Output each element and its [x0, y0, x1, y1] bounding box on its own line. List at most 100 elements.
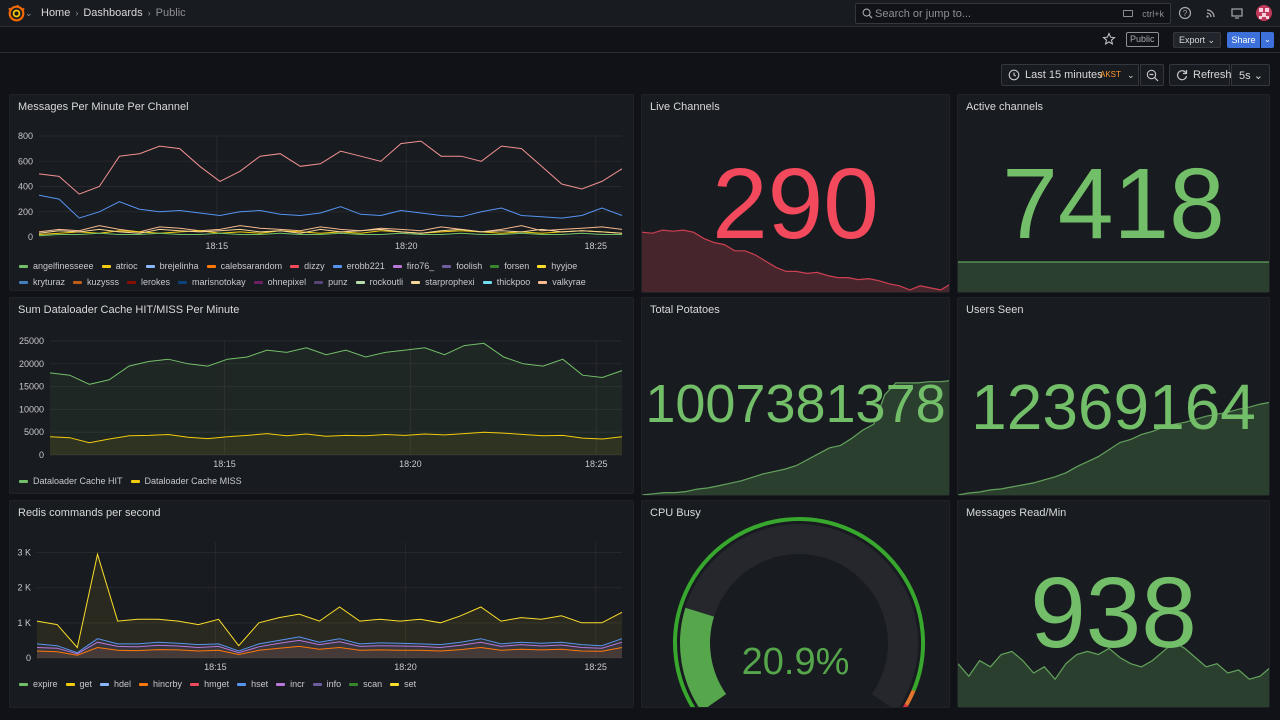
- legend-item[interactable]: set: [390, 679, 416, 689]
- dataloader-cache-chart[interactable]: 0 5000 10000 15000 20000 25000 18:15 18:20 18:25: [10, 298, 634, 473]
- legend-swatch: [127, 281, 137, 285]
- stat-value: 7418: [1002, 148, 1225, 260]
- time-range-picker[interactable]: Last 15 minutes AKST ⌄: [1001, 64, 1139, 86]
- legend-swatch: [19, 265, 28, 269]
- refresh-button[interactable]: Refresh: [1169, 64, 1232, 86]
- legend-label: kuzysss: [87, 277, 120, 287]
- legend-item[interactable]: starprophexi: [411, 274, 475, 290]
- panel-title: Messages Per Minute Per Channel: [18, 101, 189, 113]
- legend-item[interactable]: firo76_: [392, 258, 434, 274]
- legend-item[interactable]: kuzysss: [73, 274, 119, 290]
- legend-item[interactable]: hyyjoe: [537, 258, 577, 274]
- sparkline-area: [958, 262, 1269, 292]
- legend-item[interactable]: rockoutli: [355, 274, 404, 290]
- legend-swatch: [390, 683, 400, 687]
- legend-item[interactable]: punz: [314, 274, 348, 290]
- legend-item[interactable]: marisnotokay: [178, 274, 246, 290]
- share-button[interactable]: Share: [1227, 32, 1260, 48]
- active-channels-sparkline: [958, 261, 1269, 292]
- public-badge: Public: [1126, 32, 1159, 47]
- legend-label: angelfinesseee: [33, 261, 94, 271]
- search-shortcut: ctrl+k: [1142, 9, 1164, 19]
- gauge-threshold-green: [673, 517, 926, 707]
- messages-per-minute-chart[interactable]: 0 200 400 600 800 18:15 18:20 18:25: [10, 95, 634, 255]
- legend-swatch: [139, 683, 149, 687]
- x-tick-label: 18:15: [204, 662, 227, 672]
- users-seen-sparkline: [958, 401, 1269, 495]
- legend-label: incr: [290, 679, 305, 689]
- redis-commands-chart[interactable]: 0 1 K 2 K 3 K 18:15 18:20 18:25: [10, 501, 634, 676]
- share-dropdown-chevron-icon[interactable]: ⌄: [1261, 32, 1274, 48]
- legend-item[interactable]: angelfinesseee: [19, 258, 94, 274]
- star-icon[interactable]: [1102, 32, 1116, 46]
- sparkline-area: [958, 402, 1269, 495]
- legend-item[interactable]: Dataloader Cache MISS: [130, 476, 242, 486]
- legend-item[interactable]: lerokes: [127, 274, 170, 290]
- sparkline-line: [958, 401, 1269, 495]
- legend-item[interactable]: ohnepixel: [253, 274, 306, 290]
- legend-label: kryturaz: [33, 277, 66, 287]
- legend-item[interactable]: valkyrae: [538, 274, 586, 290]
- legend-item[interactable]: thickpoo: [482, 274, 530, 290]
- sparkline-line: [642, 380, 949, 495]
- legend-item[interactable]: xqc: [19, 290, 47, 291]
- legend-item[interactable]: foolish: [442, 258, 482, 274]
- panel-title: Total Potatoes: [650, 304, 720, 316]
- legend-item[interactable]: Dataloader Cache HIT: [19, 476, 123, 486]
- breadcrumb-home[interactable]: Home: [41, 7, 71, 19]
- y-tick-label: 10000: [19, 404, 44, 414]
- zoom-out-button[interactable]: [1140, 64, 1164, 86]
- panel-active-channels: Active channels 7418: [957, 94, 1270, 293]
- series-line: [49, 342, 623, 385]
- help-icon[interactable]: ?: [1178, 6, 1192, 20]
- legend-swatch: [130, 480, 140, 484]
- panel-total-potatoes: Total Potatoes 1007381378: [641, 297, 950, 496]
- legend-label: hset: [251, 679, 269, 689]
- stat-value: 938: [1030, 557, 1197, 669]
- legend-item[interactable]: incr: [276, 679, 305, 689]
- legend-item[interactable]: calebsarandom: [206, 258, 282, 274]
- gauge-threshold-red: [902, 703, 909, 707]
- grafana-logo-icon[interactable]: [8, 5, 25, 22]
- sparkline-line: [642, 229, 949, 291]
- x-tick-label: 18:15: [206, 241, 229, 251]
- export-label: Export: [1179, 35, 1206, 45]
- legend-label: scan: [363, 679, 383, 689]
- y-tick-label: 15000: [19, 382, 44, 392]
- legend-item[interactable]: atrioc: [101, 258, 138, 274]
- export-button[interactable]: Export ⌄: [1173, 32, 1221, 48]
- legend-item[interactable]: hdel: [100, 679, 131, 689]
- legend-item[interactable]: forsen: [490, 258, 529, 274]
- legend-item[interactable]: hmget: [190, 679, 229, 689]
- legend-item[interactable]: hincrby: [139, 679, 182, 689]
- y-tick-label: 600: [18, 156, 33, 166]
- breadcrumb-dashboards[interactable]: Dashboards: [83, 7, 143, 19]
- user-avatar[interactable]: [1256, 5, 1272, 21]
- legend-item[interactable]: scan: [349, 679, 382, 689]
- clock-icon: [1008, 69, 1020, 81]
- legend-swatch: [482, 281, 492, 285]
- y-tick-label: 800: [18, 131, 33, 141]
- legend-label: rockoutli: [369, 277, 404, 287]
- series-line: [38, 232, 622, 237]
- legend-item[interactable]: dizzy: [290, 258, 325, 274]
- legend-item[interactable]: hset: [237, 679, 268, 689]
- legend-item[interactable]: erobb221: [332, 258, 385, 274]
- y-tick-label: 0: [39, 450, 44, 460]
- search-input[interactable]: Search or jump to... ctrl+k: [855, 3, 1171, 24]
- chevron-down-icon[interactable]: ⌄: [25, 8, 33, 18]
- breadcrumb-current: Public: [155, 7, 186, 19]
- legend-swatch: [65, 683, 75, 687]
- refresh-interval-value: 5s: [1239, 70, 1251, 82]
- legend-item[interactable]: get: [65, 679, 92, 689]
- legend-item[interactable]: kryturaz: [19, 274, 65, 290]
- legend-item[interactable]: brejelinha: [145, 258, 199, 274]
- kiosk-mode-icon[interactable]: [1230, 6, 1244, 20]
- legend-item[interactable]: expire: [19, 679, 58, 689]
- refresh-interval-picker[interactable]: 5s ⌄: [1231, 64, 1270, 86]
- legend-swatch: [101, 265, 111, 269]
- legend-swatch: [411, 281, 421, 285]
- rss-news-icon[interactable]: [1204, 6, 1218, 20]
- legend-item[interactable]: info: [312, 679, 341, 689]
- sparkline-area: [642, 380, 949, 495]
